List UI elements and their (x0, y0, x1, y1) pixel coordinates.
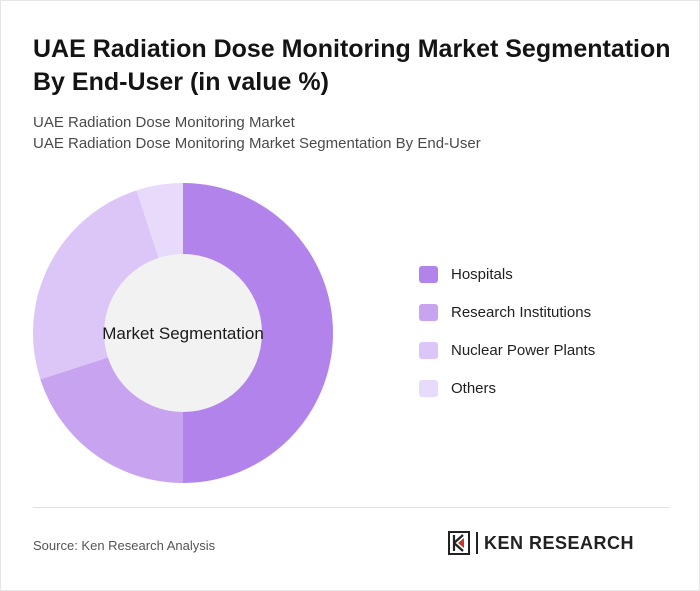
legend-item-others: Others (419, 379, 595, 398)
legend-label: Others (451, 380, 497, 397)
donut-chart: Market Segmentation (32, 183, 333, 483)
legend-swatch (419, 380, 438, 397)
legend-label: Research Institutions (451, 304, 592, 321)
source-note: Source: Ken Research Analysis (33, 538, 216, 553)
donut-center-label: Market Segmentation (102, 324, 264, 343)
legend-label: Hospitals (451, 266, 513, 283)
ken-research-logo: KEN RESEARCH (448, 531, 634, 555)
legend-swatch (419, 266, 438, 283)
legend-item-research-institutions: Research Institutions (419, 303, 595, 322)
chart-legend: Hospitals Research Institutions Nuclear Po… (419, 265, 595, 417)
legend-swatch (419, 304, 438, 321)
chart-title: UAE Radiation Dose Monitoring Market Seg… (33, 35, 671, 96)
legend-item-nuclear-power-plants: Nuclear Power Plants (419, 341, 595, 360)
ken-research-logo-icon (448, 531, 470, 555)
logo-text: KEN RESEARCH (484, 532, 635, 553)
legend-item-hospitals: Hospitals (419, 265, 595, 284)
footer-divider (33, 507, 669, 508)
chart-subtitle-market: UAE Radiation Dose Monitoring Market (33, 114, 295, 131)
legend-label: Nuclear Power Plants (451, 342, 596, 359)
chart-subtitle-segmentation: UAE Radiation Dose Monitoring Market Seg… (33, 135, 481, 152)
donut-hole (104, 254, 262, 412)
legend-swatch (419, 342, 438, 359)
logo-separator (476, 532, 478, 554)
